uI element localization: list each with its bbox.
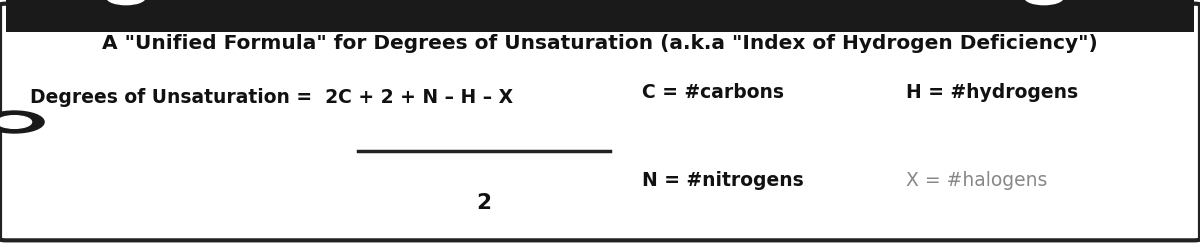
Ellipse shape [1010, 0, 1078, 10]
Text: H = #hydrogens: H = #hydrogens [906, 83, 1078, 102]
Ellipse shape [0, 111, 44, 133]
Bar [6, 0, 1194, 32]
Ellipse shape [0, 116, 31, 128]
Ellipse shape [1025, 0, 1063, 5]
Text: N = #nitrogens: N = #nitrogens [642, 171, 804, 190]
Text: Degrees of Unsaturation =  2C + 2 + N – H – X: Degrees of Unsaturation = 2C + 2 + N – H… [30, 88, 514, 107]
Text: 2: 2 [476, 193, 491, 213]
Ellipse shape [94, 0, 158, 10]
Text: X = #halogens: X = #halogens [906, 171, 1048, 190]
FancyBboxPatch shape [0, 4, 1200, 240]
Text: A "Unified Formula" for Degrees of Unsaturation (a.k.a "Index of Hydrogen Defici: A "Unified Formula" for Degrees of Unsat… [102, 34, 1098, 53]
Ellipse shape [107, 0, 145, 5]
Text: C = #carbons: C = #carbons [642, 83, 784, 102]
